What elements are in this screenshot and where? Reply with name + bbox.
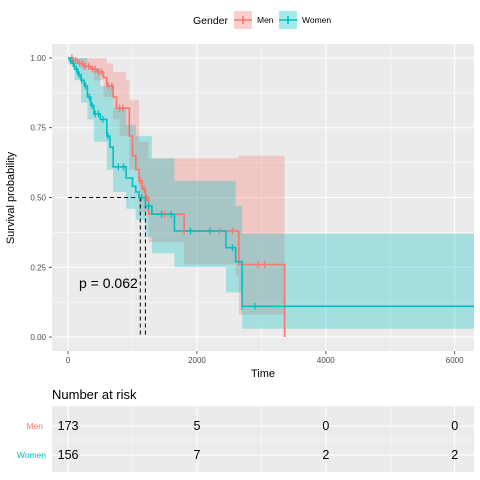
x-tick-label: 6000 <box>446 356 464 365</box>
p-value-label: p = 0.062 <box>79 275 138 291</box>
ci-band-men <box>68 58 285 337</box>
risk-table-panel <box>52 406 474 472</box>
risk-table-grid <box>52 406 474 472</box>
legend-title: Gender <box>193 15 229 27</box>
risk-table: Men Women 173 5 0 0 156 7 2 2 <box>17 419 458 462</box>
y-tick-label: 0.00 <box>30 333 46 342</box>
legend-label-men: Men <box>257 15 274 25</box>
survival-curve-men <box>68 57 286 337</box>
risk-row-label-women: Women <box>17 450 46 460</box>
x-tick-label: 2000 <box>188 356 206 365</box>
confidence-bands <box>68 58 474 337</box>
risk-value: 0 <box>322 419 329 433</box>
risk-value: 173 <box>58 419 79 433</box>
risk-value: 156 <box>58 448 79 462</box>
y-axis-title: Survival probability <box>5 151 17 244</box>
legend: Gender Men Women <box>193 11 331 29</box>
risk-row-label-men: Men <box>26 421 43 431</box>
x-axis: 0 2000 4000 6000 <box>66 351 464 365</box>
survival-curve-women <box>68 57 474 308</box>
risk-value: 2 <box>451 448 458 462</box>
y-tick-label: 0.75 <box>30 124 46 133</box>
risk-value: 5 <box>194 419 201 433</box>
gridlines <box>52 44 474 351</box>
x-axis-title: Time <box>251 368 275 380</box>
legend-label-women: Women <box>302 15 331 25</box>
x-tick-label: 4000 <box>317 356 335 365</box>
median-lines <box>68 197 146 338</box>
risk-value: 7 <box>194 448 201 462</box>
ci-band-women <box>68 58 474 329</box>
y-tick-label: 0.25 <box>30 263 46 272</box>
x-tick-label: 0 <box>66 356 71 365</box>
y-tick-label: 1.00 <box>30 54 46 63</box>
y-tick-label: 0.50 <box>30 194 46 203</box>
censor-marks <box>70 54 266 310</box>
risk-table-title: Number at risk <box>52 387 137 402</box>
y-axis: 0.00 0.25 0.50 0.75 1.00 <box>30 54 52 342</box>
risk-value: 2 <box>322 448 329 462</box>
survival-curves <box>68 57 474 337</box>
risk-value: 0 <box>451 419 458 433</box>
